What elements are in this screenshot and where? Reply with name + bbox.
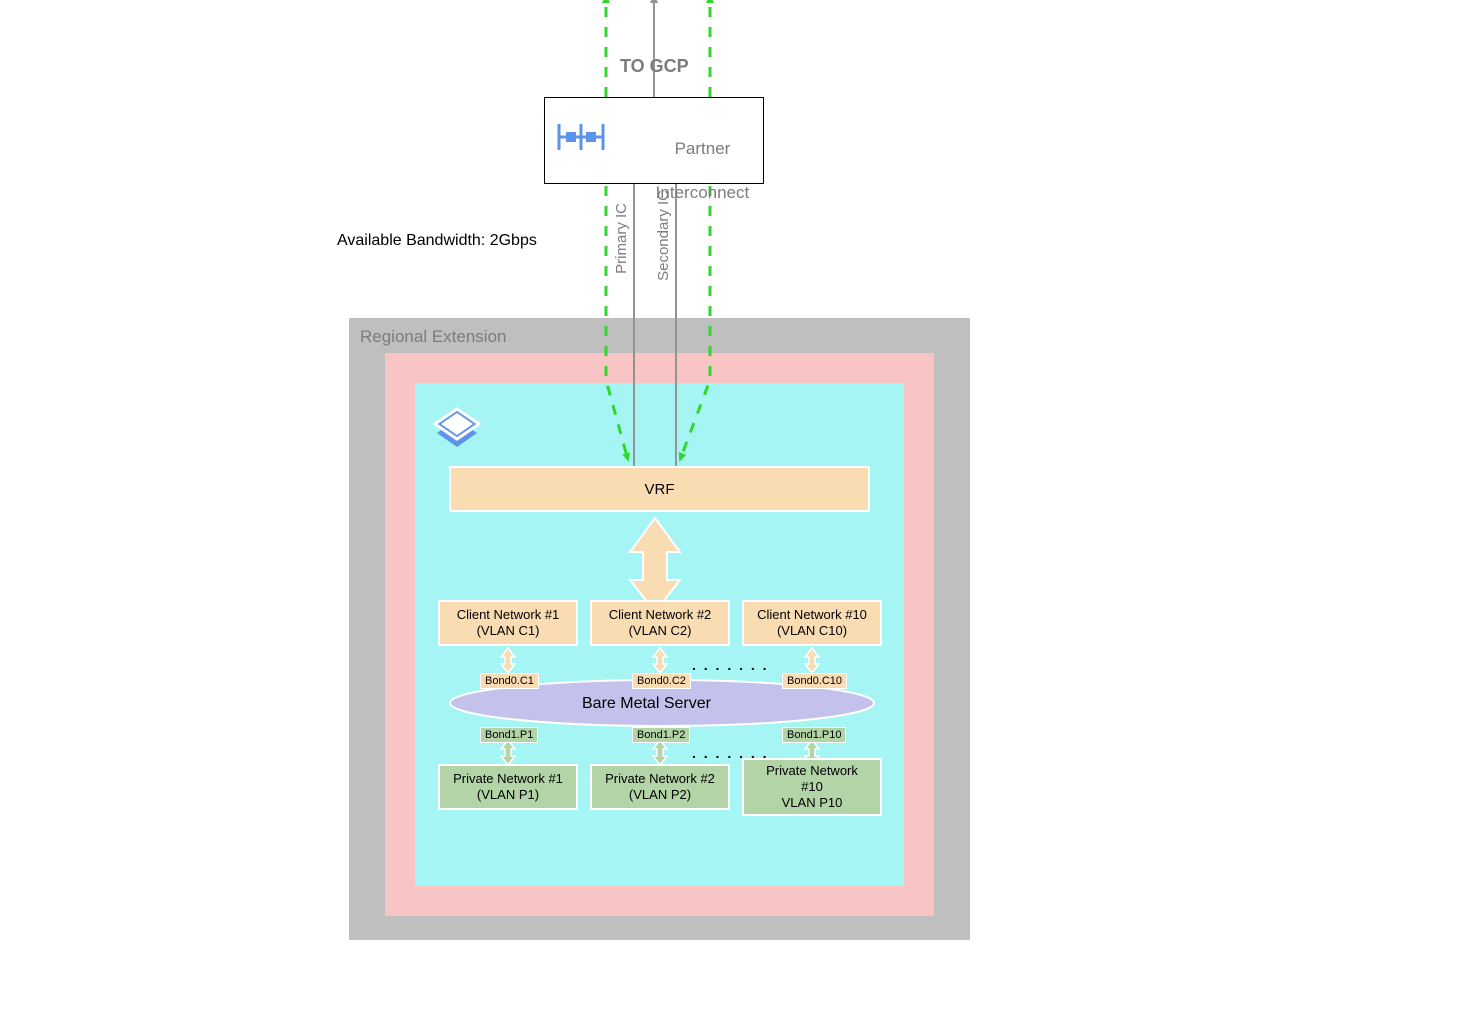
bond0-c2: Bond0.C2 (632, 673, 691, 689)
priv1-l2: (VLAN P1) (477, 787, 539, 802)
private-network-2: Private Network #2 (VLAN P2) (590, 764, 730, 810)
client10-l1: Client Network #10 (757, 607, 867, 622)
bond0-c1: Bond0.C1 (480, 673, 539, 689)
priv10-l1: Private Network (766, 763, 858, 778)
dots-top: . . . . . . . (692, 657, 769, 673)
bond1-p10: Bond1.P10 (782, 727, 846, 743)
bms-label: Bare Metal Server (582, 695, 711, 713)
regional-extension-label: Regional Extension (360, 327, 506, 347)
client-network-10: Client Network #10 (VLAN C10) (742, 600, 882, 646)
priv10-l2: #10 (801, 779, 823, 794)
priv1-l1: Private Network #1 (453, 771, 563, 786)
priv2-l2: (VLAN P2) (629, 787, 691, 802)
partner-interconnect-text: Partner Interconnect (628, 116, 758, 226)
client1-l2: (VLAN C1) (477, 623, 540, 638)
vrf-label: VRF (645, 481, 675, 498)
to-gcp-label: TO GCP (620, 56, 689, 77)
private-network-1: Private Network #1 (VLAN P1) (438, 764, 578, 810)
client10-l2: (VLAN C10) (777, 623, 847, 638)
client1-l1: Client Network #1 (457, 607, 560, 622)
primary-ic-label: Primary IC (613, 203, 630, 274)
bond1-p1: Bond1.P1 (480, 727, 538, 743)
vrf-box: VRF (449, 466, 870, 512)
client2-l1: Client Network #2 (609, 607, 712, 622)
partner-line1: Partner (675, 139, 731, 158)
secondary-ic-label: Secondary IC (655, 190, 672, 281)
client2-l2: (VLAN C2) (629, 623, 692, 638)
client-network-2: Client Network #2 (VLAN C2) (590, 600, 730, 646)
private-network-10: Private Network #10 VLAN P10 (742, 758, 882, 816)
bond0-c10: Bond0.C10 (782, 673, 847, 689)
bond1-p2: Bond1.P2 (632, 727, 690, 743)
bandwidth-label: Available Bandwidth: 2Gbps (337, 232, 537, 250)
diagram-canvas: Partner Interconnect TO GCP Available Ba… (0, 0, 1459, 1027)
client-network-1: Client Network #1 (VLAN C1) (438, 600, 578, 646)
priv2-l1: Private Network #2 (605, 771, 715, 786)
priv10-l3: VLAN P10 (782, 795, 843, 810)
